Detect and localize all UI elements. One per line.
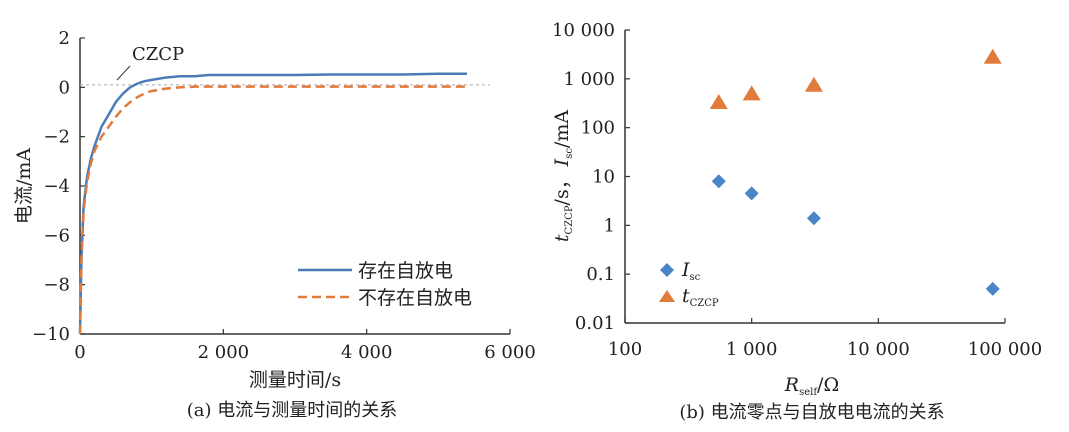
chart-a-legend-label-with-self-discharge: 存在自放电 [358,260,453,282]
chart-b-x-tick-label: 100 [608,339,642,360]
chart-a-y-tick-label: 0 [59,77,70,98]
chart-b-x-tick-label: 1 000 [726,339,778,360]
chart-b-x-ticks: 100 1 000 10 000 100 000 [608,318,1042,360]
chart-a-annotation-czcp: CZCP [132,44,184,65]
chart-a-x-ticks: 0 2 000 4 000 6 000 [74,329,536,363]
chart-b-isc-point [744,186,759,201]
chart-b-y-tick-label: 10 000 [552,20,615,41]
chart-b-tczcp-point [983,48,1002,64]
chart-b-y-tick-label: 1 [604,215,615,236]
chart-b-tczcp-point [804,76,823,92]
chart-a-y-axis-label: 电流/mA [13,148,35,224]
chart-a-series-with-self-discharge [78,72,467,335]
chart-b-legend-label-isc: Isc [681,259,701,283]
chart-a-x-tick-label: 0 [74,342,85,363]
chart-b-y-tick-label: 0.1 [586,264,615,285]
chart-a-legend: 存在自放电 不存在自放电 [298,260,472,309]
chart-a-y-tick-label: −6 [43,225,70,246]
chart-b-x-axis-label: Rself/Ω [784,374,839,398]
chart-a-x-axis-label: 测量时间/s [249,369,341,391]
chart-a-x-tick-label: 6 000 [484,342,536,363]
chart-b-y-axis-label: tCZCP/s，Isc/mA [551,110,575,242]
chart-a-caption: (a) 电流与测量时间的关系 [187,400,398,421]
chart-a-y-ticks: 2 0 −2 −4 −6 −8 −10 [32,28,85,345]
chart-b-x-tick-label: 10 000 [847,339,910,360]
chart-b-tczcp-point [742,85,761,101]
chart-b-y-tick-label: 100 [581,118,615,139]
chart-b-legend-diamond-marker [660,263,674,277]
chart-a-x-tick-label: 2 000 [198,342,250,363]
chart-b-legend-triangle-marker [659,290,675,302]
chart-b-tczcp-point [709,93,728,109]
chart-a-x-tick-label: 4 000 [341,342,393,363]
chart-b-series-tczcp [709,48,1002,109]
chart-a-y-tick-label: −8 [43,275,70,296]
chart-a-annotation-leader [116,65,131,81]
chart-b-caption: (b) 电流零点与自放电电流的关系 [679,402,944,423]
chart-b-isc-point [806,211,821,226]
chart-b-series-isc [711,174,1000,296]
chart-current-vs-time: 0 2 000 4 000 6 000 2 0 −2 −4 −6 −8 −10 CZCP 存在自放… [13,28,536,421]
chart-a-y-tick-label: −10 [32,324,70,345]
chart-b-y-tick-label: 0.01 [575,313,615,334]
chart-b-isc-point [711,174,726,189]
chart-a-legend-label-without-self-discharge: 不存在自放电 [358,287,472,309]
chart-a-y-tick-label: 2 [59,28,70,49]
chart-a-series-without-self-discharge [78,85,467,335]
chart-b-y-tick-label: 1 000 [563,69,615,90]
chart-b-y-ticks: 10 000 1 000 100 10 1 0.1 0.01 [552,20,630,334]
chart-b-legend: Isc tCZCP [659,259,719,309]
chart-b-isc-point [985,281,1000,296]
chart-b-y-tick-label: 10 [592,167,615,188]
chart-b-x-tick-label: 100 000 [968,339,1042,360]
chart-a-y-tick-label: −2 [43,127,70,148]
chart-b-legend-label-tczcp: tCZCP [682,285,719,309]
chart-a-y-tick-label: −4 [43,176,70,197]
